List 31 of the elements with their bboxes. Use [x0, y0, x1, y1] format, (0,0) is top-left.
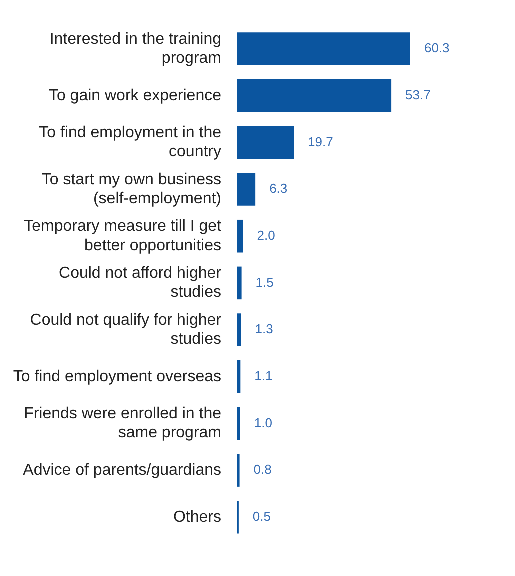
data-label: 1.3 [255, 322, 274, 337]
bar [238, 173, 256, 206]
y-tick-label: Could not afford higher studies [59, 265, 222, 302]
y-tick-label: To start my own business (self-employment) [42, 171, 222, 208]
data-label: 0.8 [254, 462, 272, 478]
data-label: 6.3 [270, 181, 288, 196]
y-tick-label: Others [173, 508, 222, 526]
bar [238, 126, 294, 160]
y-tick-label: Interested in the training program [50, 30, 222, 68]
data-label: 0.5 [252, 508, 272, 524]
bar [238, 266, 242, 300]
y-tick-label: Temporary measure till I get better opportunities [24, 218, 222, 254]
y-tick-label: To find employment in the country [39, 124, 222, 161]
data-label: 1.1 [254, 368, 273, 384]
data-label: 60.3 [424, 40, 450, 56]
data-label: 1.5 [256, 274, 274, 290]
bar [238, 360, 241, 394]
bar [238, 79, 392, 112]
data-label: 53.7 [406, 87, 431, 102]
y-tick-label: To gain work experience [48, 87, 222, 104]
y-tick-label: Advice of parents/guardians [23, 462, 222, 479]
bar [238, 32, 410, 66]
y-tick-label: Could not qualify for higher studies [30, 312, 222, 348]
y-tick-label: To find employment overseas [13, 368, 222, 386]
bar [238, 314, 242, 346]
y-tick-label: Friends were enrolled in the same program [24, 406, 222, 442]
bar [238, 220, 244, 253]
data-label: 2.0 [257, 228, 276, 243]
data-label: 19.7 [308, 134, 334, 150]
data-label: 1.0 [254, 415, 272, 430]
bar [238, 407, 240, 440]
